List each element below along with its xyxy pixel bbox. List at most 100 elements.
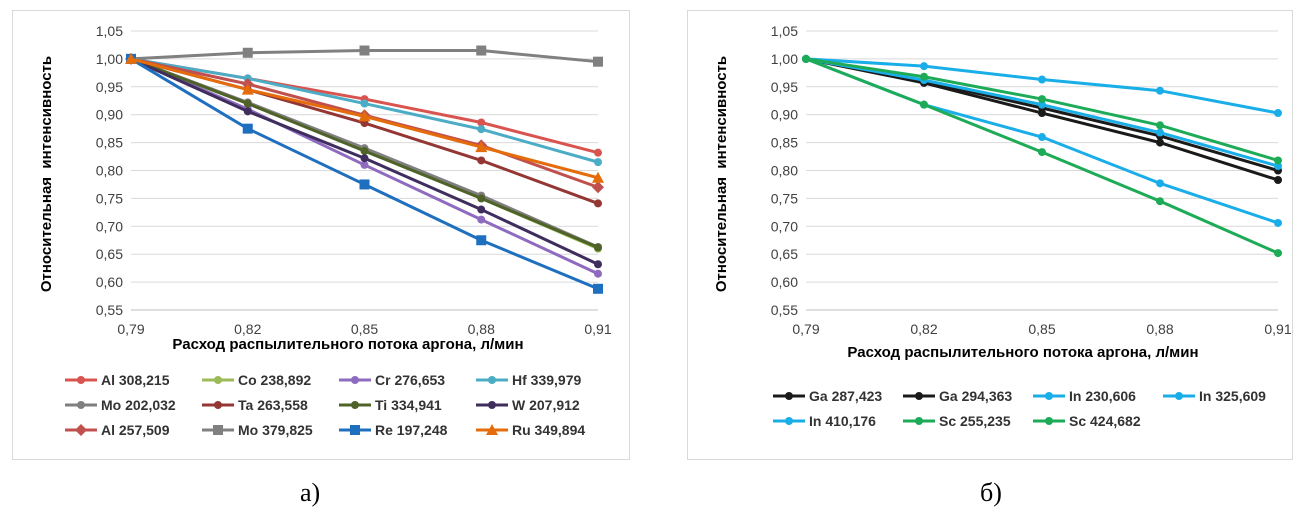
x-tick-label: 0,79 — [792, 321, 819, 337]
panel-label-b: б) — [980, 478, 1002, 507]
data-point — [477, 125, 486, 134]
y-tick-label: 1,05 — [771, 23, 798, 39]
data-point — [358, 110, 371, 122]
legend-swatch — [202, 400, 234, 409]
data-point — [242, 47, 253, 58]
y-tick-label: 0,60 — [771, 274, 798, 290]
line-chart-b: 0,55 0,60 0,65 0,70 0,75 0,80 0,85 0,90 0,95 1,00… — [771, 23, 1292, 337]
legend-swatch — [773, 391, 805, 400]
legend-swatch — [1033, 391, 1065, 400]
data-point — [243, 107, 252, 116]
data-point — [242, 123, 253, 134]
legend-swatch — [202, 424, 234, 435]
legend-item: W 207,912 — [476, 397, 613, 413]
legend-label: In 410,176 — [809, 412, 876, 429]
y-tick-label: 0,65 — [771, 246, 798, 262]
legend-marker — [488, 400, 496, 409]
legend-label: Al 257,509 — [101, 421, 170, 438]
data-point — [1156, 121, 1164, 130]
legend-label: Mo 379,825 — [238, 421, 313, 438]
legend-marker — [75, 423, 87, 436]
legend-marker — [1045, 416, 1053, 425]
data-point — [593, 283, 603, 294]
data-point — [594, 269, 602, 278]
data-point — [241, 83, 254, 95]
legend-item: Al 257,509 — [65, 422, 202, 438]
legend-item: In 230,606 — [1033, 388, 1163, 404]
legend-label: Ti 334,941 — [375, 396, 442, 413]
x-tick-label: 0,88 — [1146, 321, 1173, 337]
legend-swatch — [339, 375, 371, 384]
data-point — [243, 99, 252, 108]
data-point — [1038, 95, 1046, 104]
legend-item: Mo 379,825 — [202, 422, 339, 438]
y-tick-label: 0,60 — [96, 274, 123, 290]
x-tick-label: 0,85 — [351, 321, 378, 337]
legend-row: Ga 287,423 Ga 294,363 In 230,606 In 325,609 — [773, 383, 1288, 408]
y-tick-label: 0,55 — [96, 302, 123, 318]
legend-marker — [77, 400, 85, 409]
legend-row: Al 257,509 Mo 379,825 Re 197,248 Ru 349,894 — [65, 417, 625, 442]
legend-label: Ga 287,423 — [809, 387, 883, 404]
y-tick-label: 1,00 — [96, 51, 123, 67]
y-tick-label: 0,95 — [96, 79, 123, 95]
data-point — [594, 148, 602, 157]
x-tick-label: 0,85 — [1028, 321, 1055, 337]
data-point — [1156, 138, 1164, 147]
legend-label: Ga 294,363 — [939, 387, 1013, 404]
legend-swatch — [339, 424, 371, 435]
data-point — [360, 154, 369, 163]
x-tick-label: 0,79 — [117, 321, 144, 337]
legend-swatch — [202, 375, 234, 384]
y-axis-label-a: Относительная интенсивность — [38, 55, 55, 293]
legend-label: Cr 276,653 — [375, 371, 446, 388]
data-point — [1038, 148, 1046, 157]
x-axis-label-a: Расход распылительного потока аргона, л/… — [172, 336, 524, 353]
legend-item: Hf 339,979 — [476, 372, 613, 388]
x-tick-label: 0,82 — [910, 321, 937, 337]
legend-swatch — [476, 375, 508, 384]
legend-marker — [350, 424, 360, 435]
chart-panel-b: 0,55 0,60 0,65 0,70 0,75 0,80 0,85 0,90 0,95 1,00… — [687, 10, 1293, 460]
legend-label: Re 197,248 — [375, 421, 448, 438]
data-point — [594, 260, 602, 269]
legend-item: Cr 276,653 — [339, 372, 476, 388]
legend-marker — [785, 391, 793, 400]
data-point — [1274, 156, 1282, 165]
legend-marker — [915, 416, 923, 425]
x-tick-label: 0,91 — [1264, 321, 1291, 337]
x-tick-label: 0,91 — [584, 321, 611, 337]
panel-label-a: а) — [300, 478, 321, 507]
legend-item: Ta 263,558 — [202, 397, 339, 413]
data-point — [477, 118, 486, 127]
data-point — [477, 194, 486, 203]
legend-swatch — [339, 400, 371, 409]
legend-label: W 207,912 — [512, 396, 580, 413]
legend-marker — [1045, 391, 1053, 400]
data-point — [360, 99, 369, 108]
legend-label: Mo 202,032 — [101, 396, 176, 413]
legend-swatch — [65, 423, 97, 436]
legend-item: Al 308,215 — [65, 372, 202, 388]
legend-item: Ga 287,423 — [773, 388, 903, 404]
legend-marker — [486, 423, 498, 435]
legend-marker — [214, 400, 222, 409]
data-point — [1274, 218, 1282, 227]
data-point — [1038, 75, 1046, 84]
chart-panel-a: 0,55 0,60 0,65 0,70 0,75 0,80 0,85 0,90 0,95 1,00… — [12, 10, 630, 460]
legend-swatch — [773, 416, 805, 425]
y-tick-label: 0,65 — [96, 246, 123, 262]
legend-marker — [785, 416, 793, 425]
legend-marker — [1175, 391, 1183, 400]
x-tick-label: 0,88 — [468, 321, 495, 337]
legend-swatch — [476, 400, 508, 409]
legend-item: Ti 334,941 — [339, 397, 476, 413]
y-tick-label: 0,75 — [771, 190, 798, 206]
data-point — [360, 146, 369, 155]
legend-marker — [213, 424, 223, 435]
data-point — [477, 205, 486, 214]
data-point — [920, 100, 928, 109]
data-point — [594, 158, 602, 167]
y-tick-label: 0,55 — [771, 302, 798, 318]
line-chart-a: 0,55 0,60 0,65 0,70 0,75 0,80 0,85 0,90 0,95 1,00… — [96, 23, 612, 337]
